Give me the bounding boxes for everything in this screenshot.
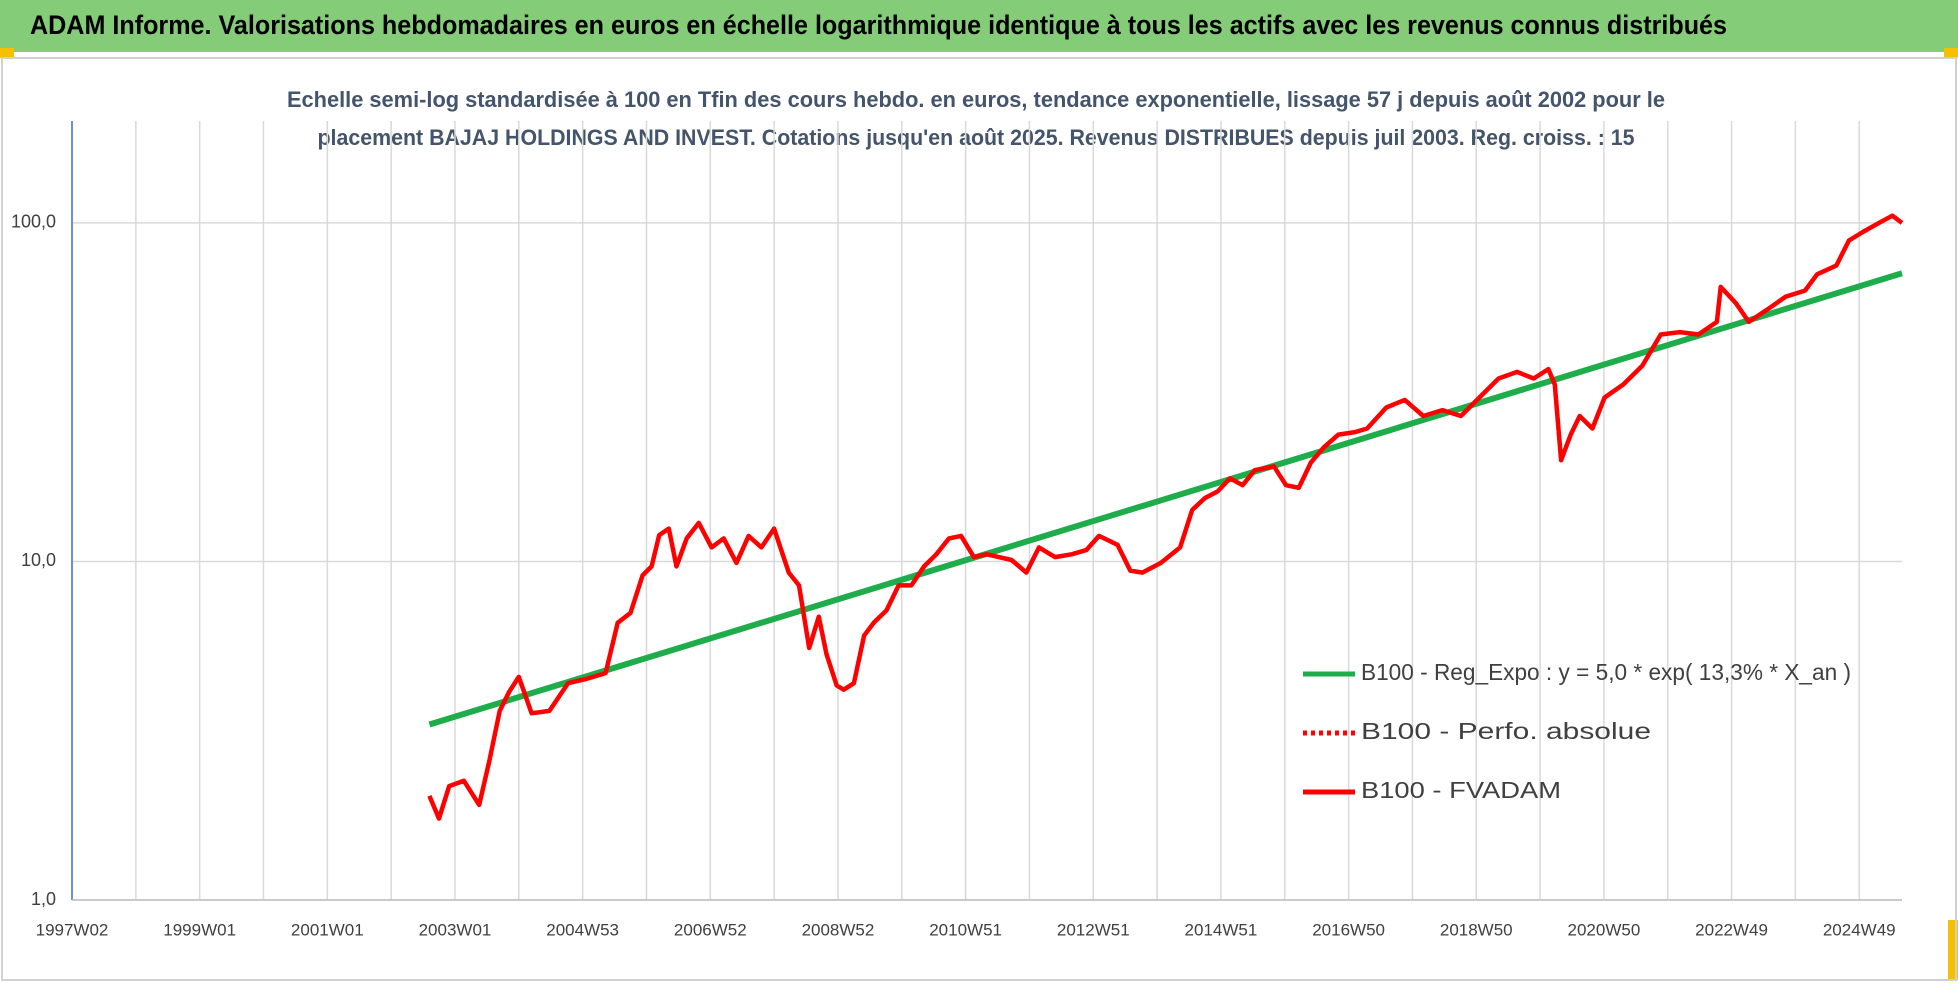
legend-label: B100 - FVADAM — [1361, 777, 1561, 803]
y-tick-label: 10,0 — [21, 550, 56, 570]
x-tick-label: 2008W52 — [802, 920, 875, 939]
x-tick-label: 2014W51 — [1185, 920, 1258, 939]
header-title: ADAM Informe. Valorisations hebdomadaire… — [30, 10, 1727, 40]
x-tick-label: 2012W51 — [1057, 920, 1130, 939]
x-tick-label: 2010W51 — [929, 920, 1002, 939]
chart-title: placement BAJAJ HOLDINGS AND INVEST. Cot… — [318, 125, 1635, 150]
x-tick-label: 2022W49 — [1695, 920, 1768, 939]
legend-label: B100 - Perfo. absolue — [1361, 718, 1651, 744]
x-tick-label: 2001W01 — [291, 920, 364, 939]
x-tick-label: 2020W50 — [1568, 920, 1641, 939]
chart-frame — [1, 57, 1957, 981]
y-tick-label: 100,0 — [11, 212, 56, 232]
x-tick-label: 2024W49 — [1823, 920, 1896, 939]
header-bar — [0, 0, 1958, 52]
series-line — [427, 213, 1904, 821]
series-line — [428, 270, 1903, 728]
chart-title: Echelle semi-log standardisée à 100 en T… — [287, 87, 1665, 112]
corner — [0, 48, 14, 58]
y-tick-label: 1,0 — [31, 889, 56, 909]
x-tick-label: 2016W50 — [1312, 920, 1385, 939]
x-tick-label: 1997W02 — [36, 920, 109, 939]
x-tick-label: 2018W50 — [1440, 920, 1513, 939]
x-tick-label: 2004W53 — [546, 920, 619, 939]
corner — [1948, 920, 1958, 980]
x-tick-label: 2006W52 — [674, 920, 747, 939]
x-tick-label: 1999W01 — [163, 920, 236, 939]
x-tick-label: 2003W01 — [419, 920, 492, 939]
corner — [1944, 48, 1958, 58]
legend-label: B100 - Reg_Expo : y = 5,0 * exp( 13,3% *… — [1361, 659, 1851, 685]
